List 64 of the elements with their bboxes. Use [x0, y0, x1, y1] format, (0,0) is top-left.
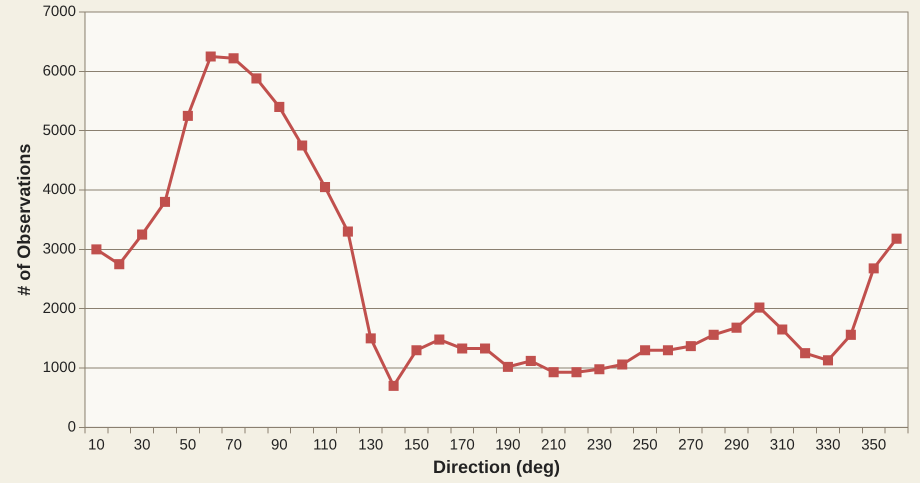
point — [366, 333, 376, 344]
point — [297, 140, 308, 151]
x-tick-label: 130 — [358, 436, 384, 454]
y-tick-label: 7000 — [42, 3, 76, 20]
x-tick-label: 10 — [88, 436, 105, 454]
point — [160, 196, 170, 207]
x-axis-title: Direction (deg) — [432, 457, 560, 478]
x-tick-label: 230 — [586, 436, 612, 454]
x-tick-label: 50 — [180, 436, 196, 454]
point — [754, 302, 764, 313]
y-tick-label: 0 — [68, 418, 76, 436]
x-tick-label: 210 — [541, 436, 566, 454]
point — [640, 345, 650, 356]
x-tick-label: 330 — [815, 436, 840, 454]
point — [274, 102, 284, 112]
x-tick-label: 350 — [861, 436, 886, 454]
point — [502, 362, 513, 372]
point — [480, 343, 490, 354]
point — [777, 324, 788, 335]
x-tick-label: 270 — [678, 436, 704, 454]
x-tick-label: 110 — [313, 436, 337, 454]
x-tick-label: 310 — [770, 436, 795, 454]
point — [526, 356, 536, 366]
point — [800, 348, 810, 358]
x-tick-label: 90 — [270, 436, 288, 454]
point — [388, 380, 399, 391]
point — [206, 51, 216, 62]
point — [571, 367, 582, 378]
y-tick-label: 6000 — [42, 62, 76, 80]
x-tick-label: 190 — [495, 436, 520, 454]
point — [617, 359, 628, 370]
point — [137, 230, 148, 240]
y-tick-label: 4000 — [42, 181, 76, 198]
point — [320, 182, 330, 192]
point — [457, 343, 468, 354]
y-axis-title: # of Observations — [14, 144, 34, 296]
point — [892, 234, 902, 244]
x-tick-label: 150 — [404, 436, 429, 454]
x-tick-label: 70 — [225, 436, 242, 454]
y-tick-label: 1000 — [42, 359, 76, 376]
point — [182, 110, 193, 121]
point — [91, 244, 102, 254]
point — [434, 334, 444, 345]
point — [594, 364, 604, 374]
x-tick-label: 170 — [450, 436, 475, 454]
point — [868, 263, 879, 274]
x-tick-label: 290 — [724, 436, 750, 454]
point — [662, 345, 673, 356]
point — [342, 226, 353, 237]
point — [251, 73, 262, 84]
point — [411, 345, 422, 356]
point — [708, 330, 719, 340]
x-tick-label: 250 — [632, 436, 658, 454]
point — [822, 355, 834, 366]
y-tick-label: 3000 — [42, 240, 76, 258]
point — [114, 259, 124, 270]
point — [846, 330, 856, 340]
point — [732, 322, 742, 333]
point — [686, 341, 696, 352]
point — [548, 367, 559, 378]
x-tick-label: 30 — [134, 436, 150, 454]
y-tick-label: 5000 — [42, 122, 76, 139]
point — [228, 53, 239, 64]
y-tick-label: 2000 — [42, 300, 76, 317]
